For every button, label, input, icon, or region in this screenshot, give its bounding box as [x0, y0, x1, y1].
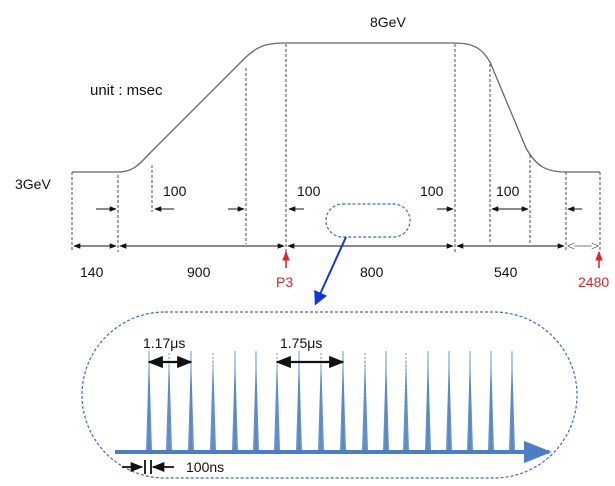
- label-flat-start: 100: [297, 183, 321, 199]
- label-ramp-down: 100: [496, 183, 520, 199]
- energy-top-label: 8GeV: [370, 14, 406, 30]
- energy-bottom-label: 3GeV: [15, 176, 51, 192]
- zoom-region: [325, 203, 411, 238]
- pulse-width-label: 100ns: [186, 459, 224, 475]
- energy-curve: [72, 42, 600, 173]
- label-540: 540: [494, 264, 518, 280]
- end-label: 2480: [578, 274, 609, 290]
- spacing-label-2: 1.75μs: [280, 335, 322, 351]
- guide-lines: [71, 44, 601, 252]
- p3-label: P3: [276, 274, 293, 290]
- pulse-width-marker: [122, 460, 174, 474]
- label-800: 800: [360, 264, 384, 280]
- unit-label: unit : msec: [90, 82, 163, 99]
- label-ramp-up: 100: [163, 183, 187, 199]
- zoom-arrow: [314, 236, 347, 306]
- spacing-label-1: 1.17μs: [143, 335, 185, 351]
- label-900: 900: [187, 264, 211, 280]
- pulse-group: [146, 351, 515, 451]
- label-140: 140: [80, 264, 104, 280]
- label-flat-end: 100: [420, 183, 444, 199]
